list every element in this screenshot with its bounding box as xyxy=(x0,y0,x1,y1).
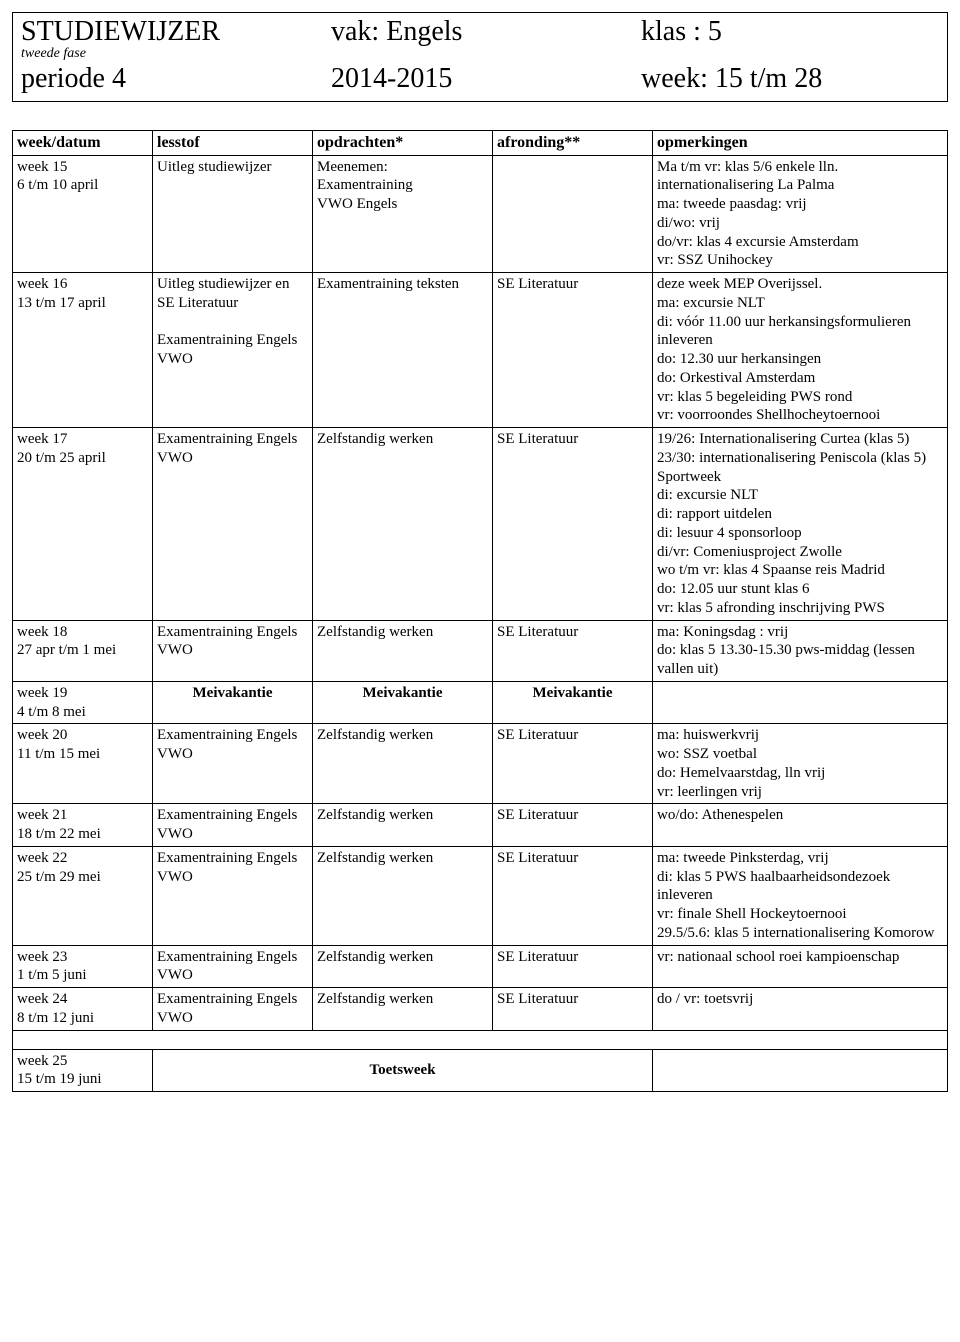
subtitle: tweede fase xyxy=(21,46,939,62)
cell-opmerkingen: ma: tweede Pinksterdag, vrijdi: klas 5 P… xyxy=(653,846,948,945)
year: 2014-2015 xyxy=(331,64,641,95)
col-header-afronding: afronding** xyxy=(493,130,653,155)
klas-label: klas : xyxy=(641,16,701,47)
cell-afronding: SE Literatuur xyxy=(493,804,653,847)
cell-week: week 2011 t/m 15 mei xyxy=(13,724,153,804)
cell-opdrachten: Zelfstandig werken xyxy=(313,428,493,621)
header-box: STUDIEWIJZER vak: Engels klas : 5 tweede… xyxy=(12,12,948,102)
cell-opmerkingen: 19/26: Internationalisering Curtea (klas… xyxy=(653,428,948,621)
cell-lesstof: Meivakantie xyxy=(153,681,313,724)
cell-lesstof: Examentraining Engels VWO xyxy=(153,804,313,847)
cell-lesstof: Uitleg studiewijzer xyxy=(153,155,313,273)
col-header-opdrachten: opdrachten* xyxy=(313,130,493,155)
cell-opdrachten: Zelfstandig werken xyxy=(313,804,493,847)
cell-opdrachten: Zelfstandig werken xyxy=(313,988,493,1031)
week-range: week: 15 t/m 28 xyxy=(641,64,939,95)
vak-label: vak: xyxy=(331,16,379,47)
cell-lesstof: Examentraining Engels VWO xyxy=(153,945,313,988)
cell-lesstof: Examentraining Engels VWO xyxy=(153,846,313,945)
table-row: week 194 t/m 8 meiMeivakantieMeivakantie… xyxy=(13,681,948,724)
cell-lesstof: Examentraining Engels VWO xyxy=(153,620,313,681)
klas: klas : 5 xyxy=(641,17,939,48)
cell-week: week 2225 t/m 29 mei xyxy=(13,846,153,945)
table-row: week 2225 t/m 29 meiExamentraining Engel… xyxy=(13,846,948,945)
header-row-1: STUDIEWIJZER vak: Engels klas : 5 xyxy=(21,17,939,48)
table-row: week 1613 t/m 17 aprilUitleg studiewijze… xyxy=(13,273,948,428)
cell-afronding: SE Literatuur xyxy=(493,620,653,681)
cell-afronding xyxy=(493,155,653,273)
col-header-lesstof: lesstof xyxy=(153,130,313,155)
spacer-cell xyxy=(153,1030,653,1049)
week-label: week: xyxy=(641,63,708,94)
week-value: 15 t/m 28 xyxy=(715,63,822,94)
cell-lesstof: Examentraining Engels VWO xyxy=(153,988,313,1031)
klas-value: 5 xyxy=(708,16,722,47)
cell-opmerkingen xyxy=(653,681,948,724)
cell-week: week 1720 t/m 25 april xyxy=(13,428,153,621)
table-row: week 1827 apr t/m 1 meiExamentraining En… xyxy=(13,620,948,681)
cell-opdrachten: Zelfstandig werken xyxy=(313,945,493,988)
cell-lesstof: Examentraining Engels VWO xyxy=(153,724,313,804)
cell-week: week 248 t/m 12 juni xyxy=(13,988,153,1031)
table-body: week 156 t/m 10 aprilUitleg studiewijzer… xyxy=(13,155,948,1092)
cell-opmerkingen: deze week MEP Overijssel.ma: excursie NL… xyxy=(653,273,948,428)
cell-week: week 156 t/m 10 april xyxy=(13,155,153,273)
table-row: week 231 t/m 5 juniExamentraining Engels… xyxy=(13,945,948,988)
cell-afronding: SE Literatuur xyxy=(493,945,653,988)
spacer-cell xyxy=(653,1030,948,1049)
cell-opdrachten: Zelfstandig werken xyxy=(313,724,493,804)
table-row: week 156 t/m 10 aprilUitleg studiewijzer… xyxy=(13,155,948,273)
table-row: week 2118 t/m 22 meiExamentraining Engel… xyxy=(13,804,948,847)
cell-opdrachten: Meivakantie xyxy=(313,681,493,724)
header-row-2: periode 4 2014-2015 week: 15 t/m 28 xyxy=(21,64,939,95)
cell-opmerkingen xyxy=(653,1049,948,1092)
col-header-opmerkingen: opmerkingen xyxy=(653,130,948,155)
cell-opdrachten: Examentraining teksten xyxy=(313,273,493,428)
cell-week: week 231 t/m 5 juni xyxy=(13,945,153,988)
cell-opmerkingen: ma: huiswerkvrijwo: SSZ voetbaldo: Hemel… xyxy=(653,724,948,804)
cell-opmerkingen: Ma t/m vr: klas 5/6 enkele lln. internat… xyxy=(653,155,948,273)
cell-afronding: SE Literatuur xyxy=(493,988,653,1031)
periode: periode 4 xyxy=(21,64,331,95)
cell-week: week 194 t/m 8 mei xyxy=(13,681,153,724)
cell-week: week 1827 apr t/m 1 mei xyxy=(13,620,153,681)
cell-week: week 2515 t/m 19 juni xyxy=(13,1049,153,1092)
cell-opdrachten: Zelfstandig werken xyxy=(313,620,493,681)
toetsweek-row: week 2515 t/m 19 juniToetsweek xyxy=(13,1049,948,1092)
cell-opmerkingen: ma: Koningsdag : vrijdo: klas 5 13.30-15… xyxy=(653,620,948,681)
cell-afronding: SE Literatuur xyxy=(493,846,653,945)
cell-lesstof: Examentraining Engels VWO xyxy=(153,428,313,621)
table-row: week 1720 t/m 25 aprilExamentraining Eng… xyxy=(13,428,948,621)
cell-opmerkingen: do / vr: toetsvrij xyxy=(653,988,948,1031)
spacer-cell xyxy=(13,1030,153,1049)
cell-opdrachten: Zelfstandig werken xyxy=(313,846,493,945)
schedule-table: week/datum lesstof opdrachten* afronding… xyxy=(12,130,948,1093)
table-row: week 2011 t/m 15 meiExamentraining Engel… xyxy=(13,724,948,804)
col-header-week: week/datum xyxy=(13,130,153,155)
vak: vak: Engels xyxy=(331,17,641,48)
cell-afronding: SE Literatuur xyxy=(493,273,653,428)
table-row: week 248 t/m 12 juniExamentraining Engel… xyxy=(13,988,948,1031)
cell-afronding: SE Literatuur xyxy=(493,724,653,804)
vak-value: Engels xyxy=(386,16,462,47)
cell-week: week 2118 t/m 22 mei xyxy=(13,804,153,847)
cell-opmerkingen: wo/do: Athenespelen xyxy=(653,804,948,847)
table-header-row: week/datum lesstof opdrachten* afronding… xyxy=(13,130,948,155)
cell-lesstof: Uitleg studiewijzer enSE LiteratuurExame… xyxy=(153,273,313,428)
cell-opmerkingen: vr: nationaal school roei kampioenschap xyxy=(653,945,948,988)
toetsweek-label: Toetsweek xyxy=(153,1049,653,1092)
cell-week: week 1613 t/m 17 april xyxy=(13,273,153,428)
cell-opdrachten: Meenemen:ExamentrainingVWO Engels xyxy=(313,155,493,273)
cell-afronding: Meivakantie xyxy=(493,681,653,724)
spacer-row xyxy=(13,1030,948,1049)
cell-afronding: SE Literatuur xyxy=(493,428,653,621)
title: STUDIEWIJZER xyxy=(21,17,331,48)
